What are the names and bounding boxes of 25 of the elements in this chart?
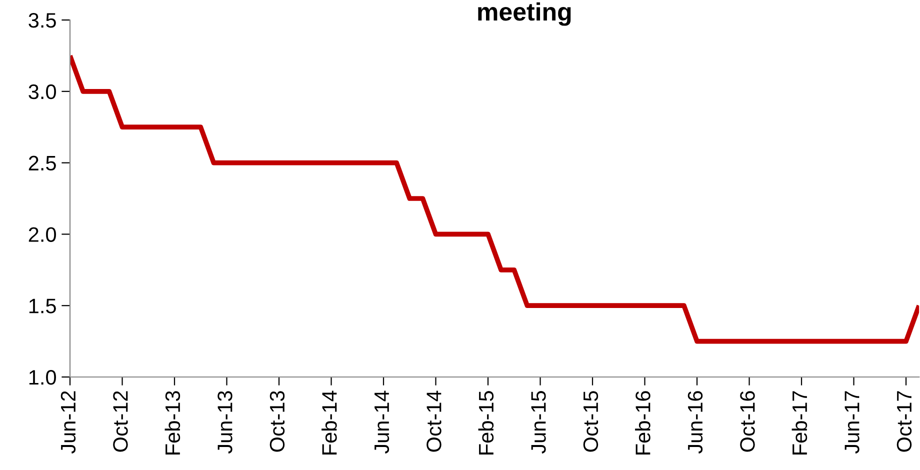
x-tick-label: Jun-13	[218, 391, 232, 454]
x-tick-label: Jun-15	[531, 391, 546, 454]
x-tick-label: Feb-13	[164, 391, 180, 454]
x-tick-label: Jun-12	[60, 391, 76, 454]
x-tick-label: Jun-17	[844, 391, 860, 454]
x-tick-label: Jun-16	[688, 391, 703, 454]
y-tick-label: 2.5	[28, 156, 56, 171]
y-tick-label: 2.0	[28, 227, 56, 242]
y-tick-label: 1.0	[29, 370, 56, 385]
x-tick-label: Feb-17	[792, 391, 808, 454]
y-tick-label: 3.0	[28, 84, 56, 100]
x-tick-label: Oct-12	[113, 391, 128, 452]
y-tick-label: 1.5	[29, 298, 56, 314]
chart-title: meeting	[478, 2, 571, 26]
line-series	[70, 53, 920, 344]
x-tick-label: Oct-17	[896, 391, 912, 452]
x-tick-label: Oct-13	[270, 391, 285, 452]
y-tick-label: 3.5	[28, 13, 56, 28]
x-tick-label: Feb-14	[322, 390, 337, 454]
x-tick-label: Feb-16	[635, 391, 650, 454]
x-tick-label: Oct-16	[740, 391, 755, 452]
x-tick-label: Feb-15	[478, 391, 494, 454]
x-tick-label: Oct-14	[426, 390, 442, 452]
x-tick-label: Jun-14	[374, 390, 390, 454]
x-tick-label: Oct-15	[583, 391, 598, 452]
